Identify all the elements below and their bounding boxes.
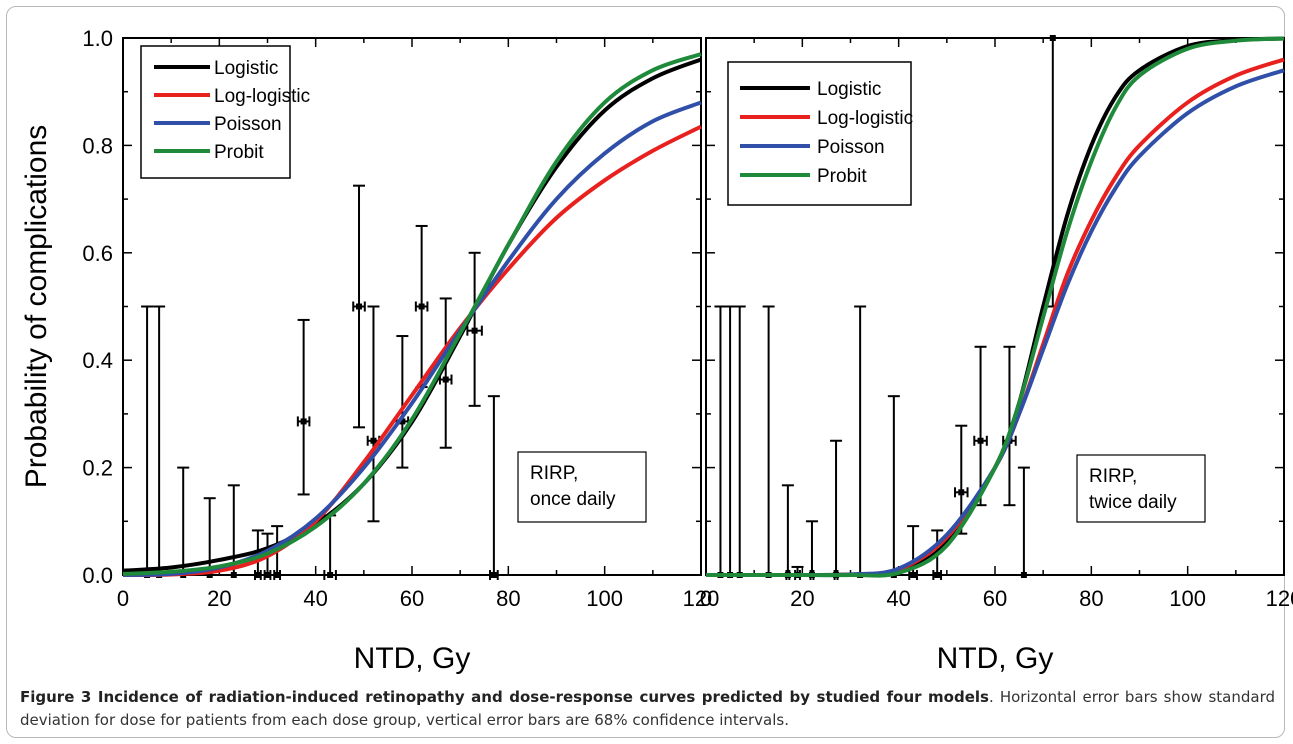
data-point [206, 572, 213, 578]
legend-label: Probit [214, 142, 264, 163]
data-point-group [907, 525, 920, 580]
data-point [399, 418, 406, 425]
annotation-box: RIRP, twice daily [1076, 454, 1206, 523]
legend-label: Log-logistic [214, 86, 310, 107]
data-point-group [141, 305, 154, 578]
y-tick-label: 0.4 [82, 348, 113, 373]
figure-caption: Figure 3 Incidence of radiation-induced … [20, 686, 1275, 732]
data-point [264, 572, 271, 578]
data-point-group [366, 305, 381, 523]
annotation-line: once daily [530, 489, 616, 510]
chart-panel-twice-daily: 0 20 40 60 80 100 120 NTD, Gy Logistic Log-logist… [700, 35, 1293, 675]
x-tick-label: 120 [1266, 586, 1293, 611]
data-point [442, 376, 449, 383]
x-tick-label: 20 [207, 586, 231, 611]
annotation-frame [517, 451, 647, 523]
series-line-probit [122, 52, 702, 576]
data-point-group [177, 466, 190, 578]
legend-frame [727, 61, 912, 206]
x-tick-label: 40 [886, 586, 910, 611]
data-point-group [714, 305, 727, 578]
y-tick-label: 0.0 [82, 563, 113, 588]
data-point-group [733, 305, 746, 578]
legend-label: Log-logistic [817, 108, 913, 129]
data-point [370, 437, 377, 444]
data-point-group [487, 395, 500, 580]
data-point-group [352, 184, 366, 429]
annotation-line: RIRP, [1089, 466, 1137, 487]
data-point-group [781, 484, 794, 580]
data-point [1049, 35, 1056, 41]
data-point-group [762, 305, 775, 578]
annotation-frame [1076, 454, 1206, 523]
x-tick-label: 0 [700, 586, 712, 611]
x-tick-label: 100 [586, 586, 623, 611]
data-point-group [323, 514, 337, 580]
figure-plots: 0 20 40 60 80 100 120 0.0 0.2 0.4 0.6 0.8 1.0 NTD, Gy… [20, 26, 1293, 675]
x-axis-title: NTD, Gy [937, 642, 1054, 675]
legend: Logistic Log-logistic Poisson Probit [727, 61, 913, 206]
data-point-group [724, 305, 737, 578]
data-point [418, 303, 425, 310]
data-point [254, 572, 261, 578]
data-point-group [261, 532, 274, 580]
data-point [977, 437, 984, 444]
y-tick-label: 0.2 [82, 456, 113, 481]
data-point-group [830, 439, 843, 580]
legend: Logistic Log-logistic Poisson Probit [140, 45, 310, 179]
annotation-line: twice daily [1089, 492, 1177, 513]
data-point-group [296, 318, 311, 496]
data-point [958, 489, 965, 496]
data-point [490, 572, 497, 578]
data-point-group [805, 520, 818, 580]
x-tick-label: 40 [303, 586, 327, 611]
series-line-log-logistic [122, 124, 702, 577]
data-point-group [414, 224, 429, 389]
x-tick-label: 20 [790, 586, 814, 611]
legend-label: Logistic [214, 58, 278, 79]
x-tick-label: 60 [983, 586, 1007, 611]
data-point-group [466, 251, 483, 407]
y-tick-label: 0.6 [82, 241, 113, 266]
x-tick-label: 100 [1169, 586, 1206, 611]
legend-label: Probit [817, 166, 867, 187]
data-point-group [227, 484, 240, 578]
x-tick-label: 60 [400, 586, 424, 611]
x-tick-label: 80 [1079, 586, 1103, 611]
data-point [910, 572, 917, 578]
caption-body: . Horizontal error bars show standard de… [20, 688, 1275, 729]
data-point [934, 572, 941, 578]
x-tick-label: 0 [117, 586, 129, 611]
legend-label: Poisson [817, 137, 885, 158]
data-point [1020, 572, 1027, 578]
y-axis-title: Probability of complications [20, 125, 53, 489]
data-point-group [1017, 466, 1030, 578]
y-tick-label: 0.8 [82, 133, 113, 158]
annotation-box: RIRP, once daily [517, 451, 647, 523]
series-line-probit [706, 36, 1285, 578]
data-point [356, 303, 363, 310]
chart-panel-once-daily: 0 20 40 60 80 100 120 0.0 0.2 0.4 0.6 0.8 1.0 NTD, Gy… [20, 26, 719, 675]
data-point-group [854, 305, 867, 578]
data-point [230, 572, 237, 578]
data-point-group [887, 395, 900, 578]
legend-label: Logistic [817, 79, 881, 100]
data-point [471, 327, 478, 334]
caption-title: Figure 3 Incidence of radiation-induced … [20, 688, 989, 706]
x-tick-label: 120 [683, 586, 720, 611]
x-tick-label: 80 [496, 586, 520, 611]
annotation-line: RIRP, [530, 463, 578, 484]
y-tick-label: 1.0 [82, 26, 113, 51]
data-point-group [973, 345, 988, 507]
data-point [300, 418, 307, 425]
legend-label: Poisson [214, 114, 282, 135]
data-point-group [153, 305, 166, 578]
data-point [274, 572, 281, 578]
x-axis-title: NTD, Gy [354, 642, 471, 675]
data-point [327, 572, 334, 578]
